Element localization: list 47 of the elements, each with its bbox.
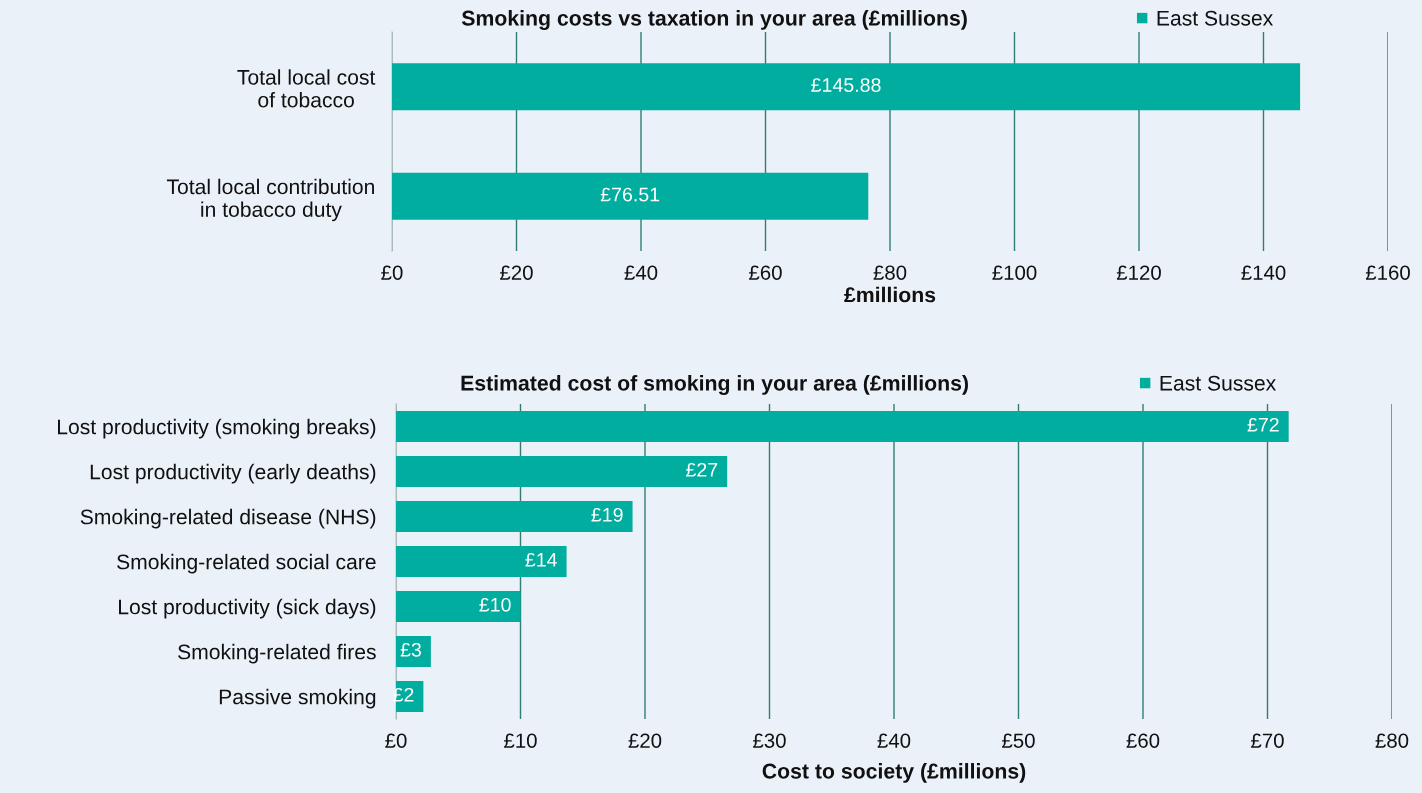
x-tick-label: £0 (381, 265, 403, 280)
x-tick-label: £40 (877, 733, 911, 748)
x-tick-label: £20 (500, 265, 533, 280)
y-tick-label: Total local contribution in tobacco duty (166, 178, 374, 222)
x-tick-label: £100 (992, 265, 1037, 280)
y-tick-label: Smoking-related fires (178, 643, 376, 664)
data-label: £76.51 (600, 187, 660, 202)
bar (396, 635, 431, 668)
bar (396, 545, 567, 578)
x-tick-label: £20 (628, 733, 662, 748)
data-label: £10 (479, 597, 511, 612)
x-tick-label: £70 (1251, 733, 1284, 748)
x-tick-label: £60 (749, 265, 782, 280)
chart-title: Smoking costs vs taxation in your area (£millions) (461, 10, 967, 30)
x-tick-label: £80 (1375, 733, 1409, 748)
x-tick-label: £40 (624, 265, 658, 280)
y-tick-label: Passive smoking (219, 688, 376, 709)
x-tick-label: £140 (1241, 265, 1286, 280)
y-tick-label: Total local cost of tobacco (237, 69, 376, 108)
bar (396, 590, 521, 623)
x-tick-label: £120 (1116, 265, 1161, 280)
data-label: £14 (525, 552, 557, 567)
data-label: £27 (686, 462, 718, 477)
legend-label: East Sussex (1160, 375, 1276, 391)
x-tick-label: £60 (1126, 733, 1160, 748)
legend-label: East Sussex (1157, 10, 1273, 26)
x-tick-label: £10 (504, 733, 537, 748)
data-label: £145.88 (811, 78, 881, 93)
bar (396, 410, 1289, 443)
x-axis-title: £millions (844, 286, 936, 303)
y-tick-label: Smoking-related disease (NHS) (80, 508, 376, 529)
chart-title: Estimated cost of smoking in your area (£millions) (461, 375, 968, 395)
bar (396, 455, 728, 488)
data-label: £72 (1247, 417, 1279, 432)
x-tick-label: £50 (1002, 733, 1035, 748)
x-tick-label: £30 (753, 733, 786, 748)
y-tick-label: Lost productivity (early deaths) (90, 463, 376, 484)
x-tick-label: £0 (385, 733, 407, 748)
data-label: £3 (400, 642, 421, 657)
x-tick-label: £160 (1365, 265, 1410, 280)
bar (396, 500, 633, 533)
data-label: £19 (591, 507, 623, 522)
x-axis-title: Cost to society (£millions) (762, 763, 1026, 783)
y-tick-label: Smoking-related social care (117, 553, 376, 574)
y-tick-label: Lost productivity (smoking breaks) (58, 418, 376, 439)
y-tick-label: Lost productivity (sick days) (119, 598, 376, 619)
x-tick-label: £80 (873, 265, 907, 280)
